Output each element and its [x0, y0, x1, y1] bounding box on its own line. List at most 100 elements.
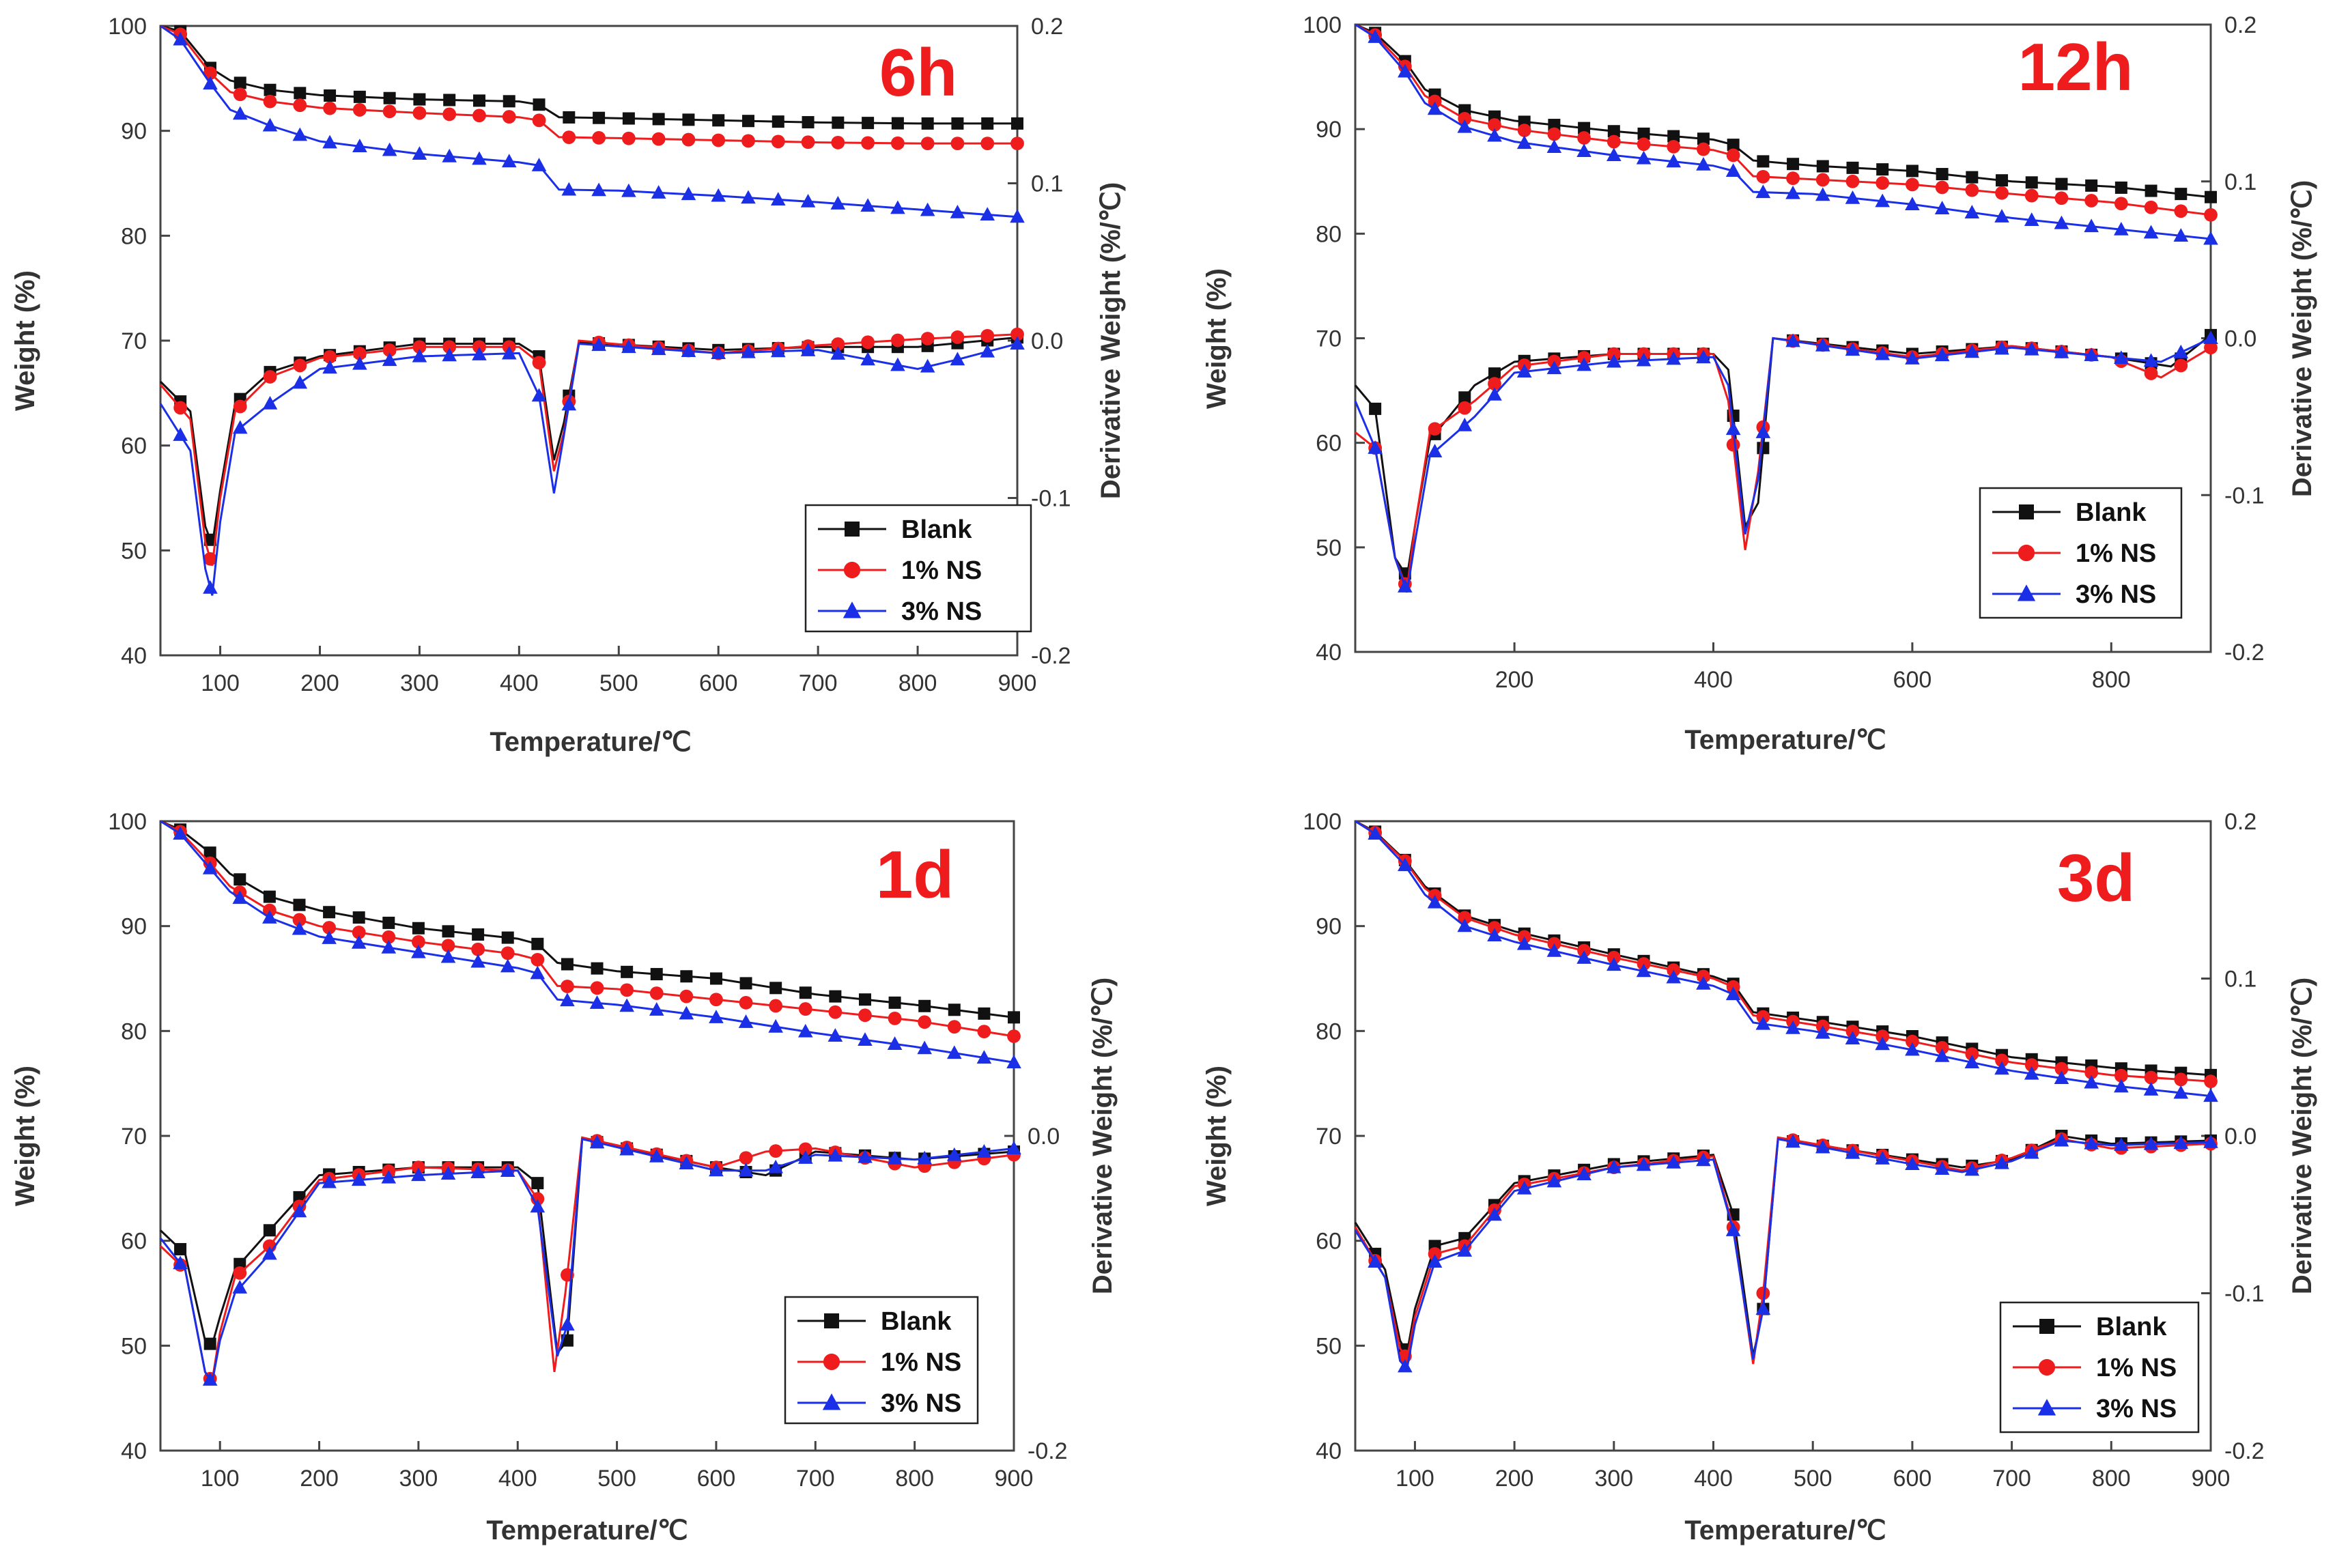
tg-marker — [1906, 177, 1919, 192]
tg-marker — [382, 916, 395, 929]
tg-marker — [799, 986, 812, 999]
tg-marker — [1815, 1025, 1830, 1039]
dtg-marker — [2173, 344, 2189, 358]
tg-marker — [981, 117, 994, 130]
tg-marker — [443, 94, 456, 106]
dtg-marker — [501, 345, 517, 360]
tg-marker — [891, 117, 904, 130]
tg-marker — [2084, 218, 2099, 233]
tg-marker — [530, 965, 546, 980]
dtg-marker — [1905, 351, 1920, 365]
y2-tick-label: -0.2 — [1031, 643, 1071, 669]
y2-tick-label: 0.0 — [1028, 1124, 1060, 1150]
dtg-marker — [263, 370, 277, 384]
tg-marker — [831, 135, 845, 149]
dtg-marker — [352, 347, 367, 360]
y2-tick-label: -0.1 — [2224, 1281, 2265, 1307]
legend-label: 3% NS — [881, 1389, 961, 1418]
x-tick-label: 600 — [1893, 667, 1932, 693]
tg-marker — [769, 999, 783, 1013]
tg-marker — [1488, 921, 1501, 935]
tg-marker — [709, 1010, 724, 1023]
y2-tick-label: 0.1 — [2224, 169, 2256, 195]
tg-marker — [2203, 231, 2218, 245]
dtg-marker — [651, 341, 666, 356]
y-tick-label: 60 — [121, 433, 147, 459]
dtg-marker — [1607, 1159, 1622, 1173]
tg-marker — [442, 925, 455, 938]
tg-marker — [530, 952, 545, 967]
tg-marker — [1905, 1042, 1920, 1056]
dtg-marker — [1488, 377, 1501, 391]
y-tick-label: 40 — [121, 1438, 147, 1464]
tg-marker — [501, 931, 514, 944]
tg-marker — [828, 1005, 843, 1019]
tg-marker — [680, 970, 693, 983]
tg-marker — [1787, 158, 1800, 171]
y2-tick-label: -0.2 — [2224, 1438, 2265, 1464]
tg-marker — [323, 101, 337, 115]
dtg-marker — [203, 1337, 216, 1350]
dtg-marker — [950, 330, 965, 344]
tg-marker — [918, 1015, 932, 1029]
panel-tag: 1d — [876, 837, 954, 912]
tg-marker — [1607, 147, 1622, 162]
x-tick-label: 600 — [697, 1466, 736, 1492]
tg-marker — [1487, 928, 1502, 942]
tg-marker — [621, 965, 634, 978]
tg-marker — [411, 944, 426, 958]
dtg-marker — [440, 1166, 456, 1180]
dtg-marker — [798, 1142, 812, 1156]
tg-marker — [322, 134, 337, 149]
tg-marker — [712, 114, 725, 127]
tg-marker — [323, 906, 336, 919]
tg-marker — [1727, 139, 1740, 152]
dtg-marker — [2024, 341, 2039, 356]
y-tick-label: 50 — [1316, 535, 1342, 561]
tg-marker — [292, 921, 307, 935]
tg-marker — [2114, 197, 2128, 211]
tg-marker — [1607, 134, 1621, 149]
tg-marker — [322, 930, 337, 944]
dtg-marker — [1905, 1156, 1920, 1171]
tg-marker — [1546, 943, 1562, 957]
tg-marker — [679, 989, 694, 1003]
tg-marker — [1785, 185, 1800, 199]
tg-marker — [829, 990, 842, 1003]
dtg-marker — [1696, 350, 1711, 364]
dtg-marker — [1875, 1151, 1890, 1165]
dtg-marker — [1756, 1286, 1770, 1300]
dtg-marker — [1636, 352, 1652, 367]
tg-marker — [2144, 200, 2158, 214]
y-tick-label: 50 — [121, 1333, 147, 1359]
dtg-line-3-ns — [159, 343, 1018, 596]
y-tick-label: 70 — [121, 328, 147, 354]
dtg-marker — [1964, 1162, 1980, 1176]
dtg-marker — [1845, 1145, 1860, 1159]
tg-marker — [561, 182, 577, 196]
dtg-marker — [1398, 1358, 1413, 1373]
dtg-marker — [589, 1135, 605, 1149]
tg-marker — [1666, 969, 1682, 984]
tg-marker — [1965, 183, 1979, 197]
dtg-marker — [1546, 360, 1562, 375]
dtg-marker — [890, 357, 905, 371]
tg-marker — [1756, 169, 1770, 184]
tg-marker — [679, 1006, 694, 1020]
tg-marker — [2024, 1058, 2039, 1072]
dtg-marker — [1815, 1139, 1830, 1154]
tg-marker — [1667, 139, 1681, 154]
dtg-marker — [532, 356, 546, 370]
dtg-marker — [203, 580, 218, 594]
dtg-marker — [768, 1159, 783, 1173]
y2-axis-label: Derivative Weight (%/℃) — [1096, 182, 1126, 499]
y-tick-label: 80 — [121, 1018, 147, 1044]
tg-marker — [1964, 1055, 1980, 1068]
tg-marker — [2143, 225, 2159, 239]
legend-label: 3% NS — [2076, 580, 2156, 609]
tg-marker — [352, 911, 365, 924]
tg-marker — [1936, 168, 1949, 181]
dtg-marker — [1875, 346, 1890, 360]
tg-marker — [888, 996, 901, 1009]
tg-marker — [1995, 186, 2009, 200]
